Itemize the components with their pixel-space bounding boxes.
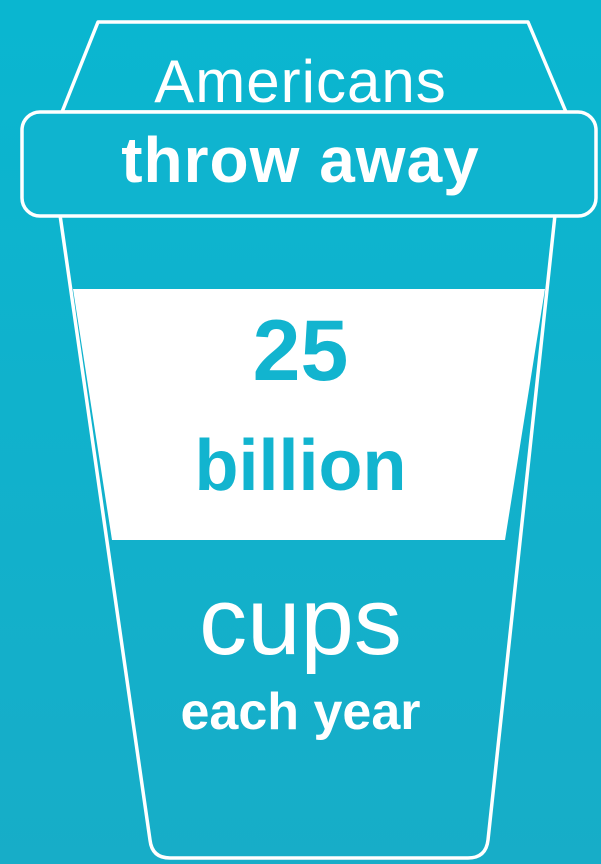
cup-lid-rim: [20, 110, 598, 218]
bottom-line-cups: cups: [199, 568, 402, 675]
band-unit: billion: [194, 426, 407, 506]
lid-line-throw-away: throw away: [121, 124, 480, 196]
cup-body-outline: [58, 213, 557, 860]
bottom-line-each-year: each year: [180, 683, 421, 741]
lid-line-americans: Americans: [154, 48, 447, 115]
band-number: 25: [252, 303, 349, 399]
cup-sleeve-band: [73, 289, 545, 540]
